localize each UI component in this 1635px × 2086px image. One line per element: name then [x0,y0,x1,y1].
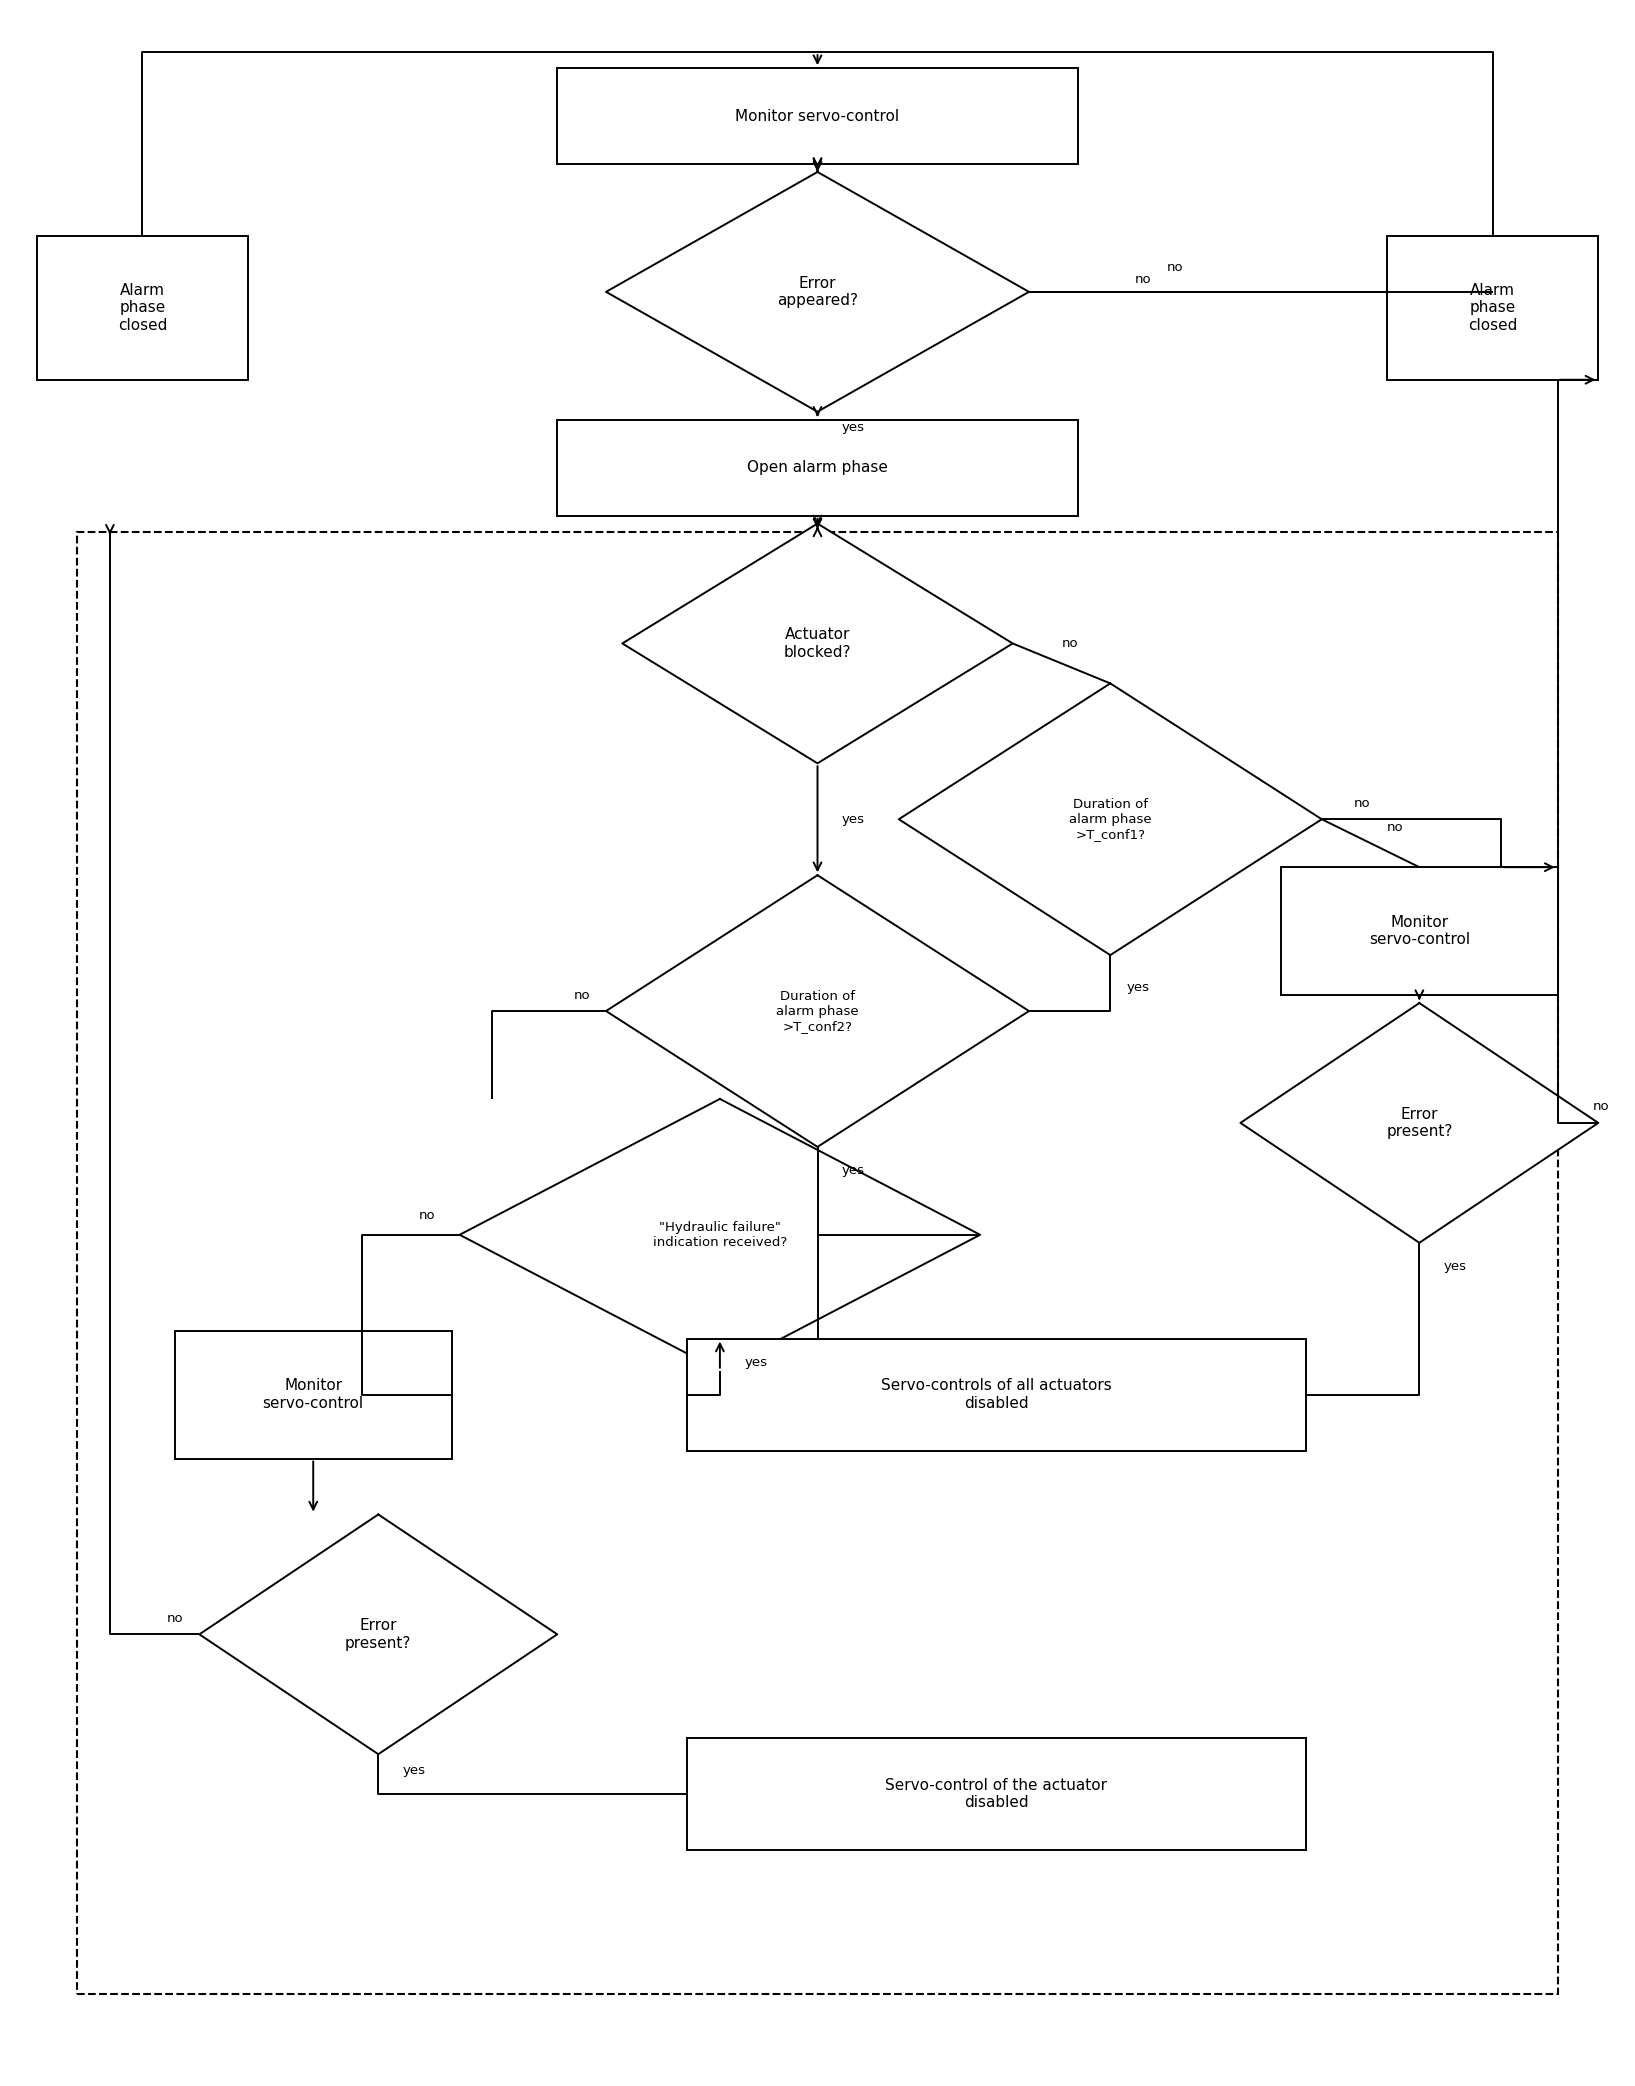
Text: Open alarm phase: Open alarm phase [747,461,888,476]
Text: Monitor servo-control: Monitor servo-control [736,108,899,123]
Polygon shape [199,1514,558,1754]
Text: Actuator
blocked?: Actuator blocked? [783,628,852,659]
Text: Monitor
servo-control: Monitor servo-control [1368,916,1470,947]
Text: Error
present?: Error present? [345,1619,412,1650]
FancyBboxPatch shape [1386,236,1599,380]
Text: no: no [1061,636,1077,651]
Text: Error
appeared?: Error appeared? [777,275,858,309]
Text: yes: yes [1444,1260,1467,1272]
Text: Servo-controls of all actuators
disabled: Servo-controls of all actuators disabled [881,1379,1112,1410]
Text: no: no [1167,261,1184,275]
Text: no: no [1592,1101,1610,1114]
FancyBboxPatch shape [175,1331,451,1458]
Text: Duration of
alarm phase
>T_conf2?: Duration of alarm phase >T_conf2? [777,989,858,1033]
FancyBboxPatch shape [1282,868,1558,995]
Text: no: no [1135,273,1151,286]
Text: no: no [1354,797,1370,809]
FancyBboxPatch shape [36,236,249,380]
FancyBboxPatch shape [558,419,1077,515]
Text: no: no [1386,820,1403,834]
Text: yes: yes [402,1763,425,1777]
FancyBboxPatch shape [687,1339,1305,1450]
FancyBboxPatch shape [687,1738,1305,1850]
Polygon shape [459,1099,979,1371]
Text: Servo-control of the actuator
disabled: Servo-control of the actuator disabled [886,1777,1107,1811]
FancyBboxPatch shape [558,69,1077,165]
Text: Alarm
phase
closed: Alarm phase closed [118,284,167,334]
Text: Error
present?: Error present? [1386,1108,1452,1139]
Text: yes: yes [842,421,865,434]
Text: no: no [167,1612,183,1625]
Text: yes: yes [842,1164,865,1177]
Text: "Hydraulic failure"
indication received?: "Hydraulic failure" indication received? [652,1220,786,1250]
Polygon shape [607,171,1028,411]
Text: yes: yes [842,814,865,826]
Text: yes: yes [1127,980,1149,993]
Polygon shape [899,684,1321,955]
Text: Monitor
servo-control: Monitor servo-control [263,1379,365,1410]
Polygon shape [1241,1003,1599,1243]
Text: Alarm
phase
closed: Alarm phase closed [1468,284,1517,334]
Text: no: no [574,989,590,1001]
Text: Duration of
alarm phase
>T_conf1?: Duration of alarm phase >T_conf1? [1069,797,1151,841]
Polygon shape [623,524,1012,763]
Text: no: no [419,1210,435,1222]
Text: yes: yes [744,1356,767,1368]
Polygon shape [607,876,1028,1147]
